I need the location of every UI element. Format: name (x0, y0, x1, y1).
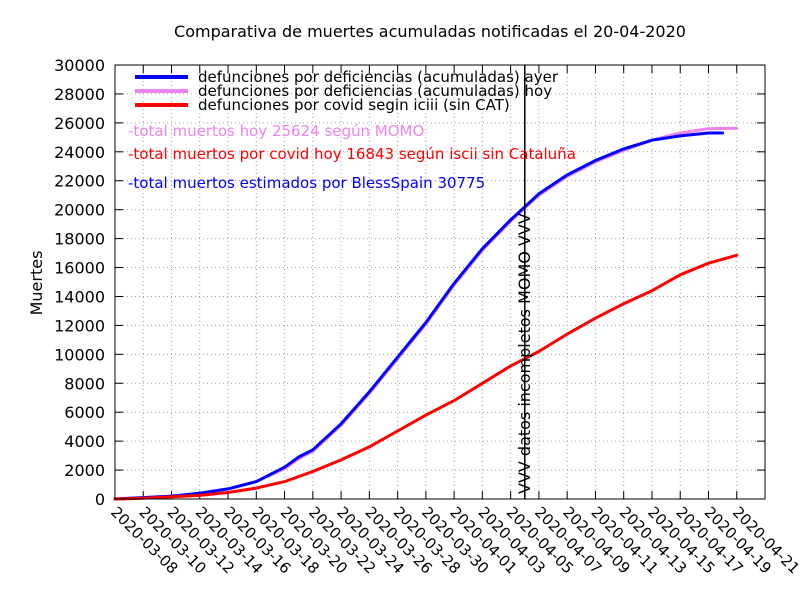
legend-label-2: defunciones por covid segin iciii (sin C… (198, 96, 510, 114)
y-tick-label: 12000 (54, 316, 105, 335)
y-tick-label: 8000 (64, 374, 105, 393)
annotation-1: -total muertos por covid hoy 16843 según… (128, 145, 576, 163)
legend-label-1: defunciones por deficiencias (acumuladas… (198, 82, 552, 100)
y-tick-label: 2000 (64, 461, 105, 480)
y-tick-label: 28000 (54, 85, 105, 104)
plot-frame (114, 64, 766, 500)
y-tick-label: 4000 (64, 432, 105, 451)
y-tick-label: 6000 (64, 403, 105, 422)
y-tick-label: 20000 (54, 201, 105, 220)
y-tick-label: 10000 (54, 345, 105, 364)
y-tick-label: 16000 (54, 259, 105, 278)
grid (115, 65, 765, 499)
legend: defunciones por deficiencias (acumuladas… (135, 68, 559, 114)
annotations: -total muertos hoy 25624 según MOMO -tota… (128, 122, 576, 192)
vertical-marker: VVV datos incompletos MOMO VVV (515, 65, 534, 499)
vline-label: VVV datos incompletos MOMO VVV (515, 213, 534, 494)
y-axis: 0 2000 4000 6000 8000 10000 12000 14000 16000 180… (54, 56, 765, 509)
y-tick-label: 30000 (54, 56, 105, 75)
legend-label-0: defunciones por deficiencias (acumuladas… (198, 68, 559, 86)
series-line-2 (113, 253, 739, 501)
y-tick-label: 24000 (54, 143, 105, 162)
y-axis-label: Muertes (27, 251, 46, 316)
y-tick-label: 18000 (54, 230, 105, 249)
series-line-0 (113, 131, 725, 501)
chart-title: Comparativa de muertes acumuladas notifi… (174, 22, 686, 41)
y-tick-label: 26000 (54, 114, 105, 133)
annotation-0: -total muertos hoy 25624 según MOMO (128, 122, 424, 140)
y-tick-label: 0 (95, 490, 105, 509)
y-tick-label: 22000 (54, 172, 105, 191)
annotation-2: -total muertos estimados por BlessSpain … (128, 174, 485, 192)
series-group (113, 126, 739, 501)
y-tick-label: 14000 (54, 287, 105, 306)
